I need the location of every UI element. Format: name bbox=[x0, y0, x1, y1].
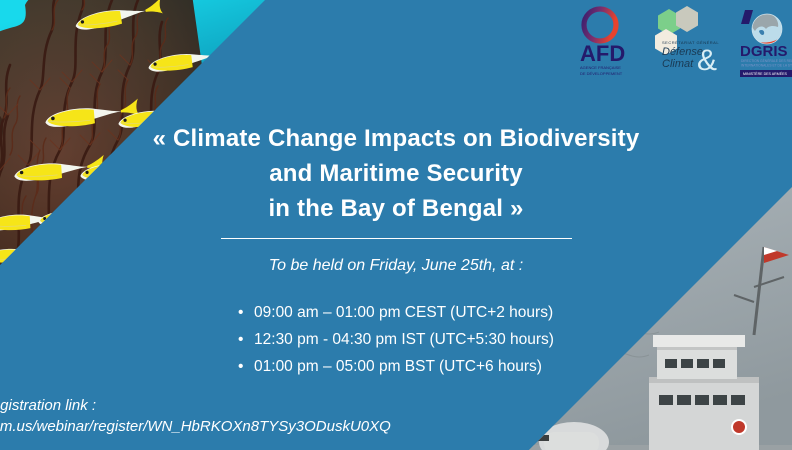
svg-text:INTERNATIONALES ET DE LA STRAT: INTERNATIONALES ET DE LA STRATÉGIE bbox=[741, 63, 792, 68]
svg-text:MINISTÈRE DES ARMÉES: MINISTÈRE DES ARMÉES bbox=[743, 71, 788, 76]
svg-text:AFD: AFD bbox=[580, 41, 625, 66]
svg-text:DGRIS: DGRIS bbox=[740, 43, 788, 60]
svg-text:DE DÉVELOPPEMENT: DE DÉVELOPPEMENT bbox=[580, 71, 623, 76]
svg-text:AGENCE FRANÇAISE: AGENCE FRANÇAISE bbox=[580, 65, 621, 70]
svg-text:&: & bbox=[697, 44, 717, 77]
svg-text:DIRECTION GÉNÉRALE DES RELATIO: DIRECTION GÉNÉRALE DES RELATIONS bbox=[741, 58, 792, 63]
svg-text:Climat: Climat bbox=[662, 58, 694, 70]
